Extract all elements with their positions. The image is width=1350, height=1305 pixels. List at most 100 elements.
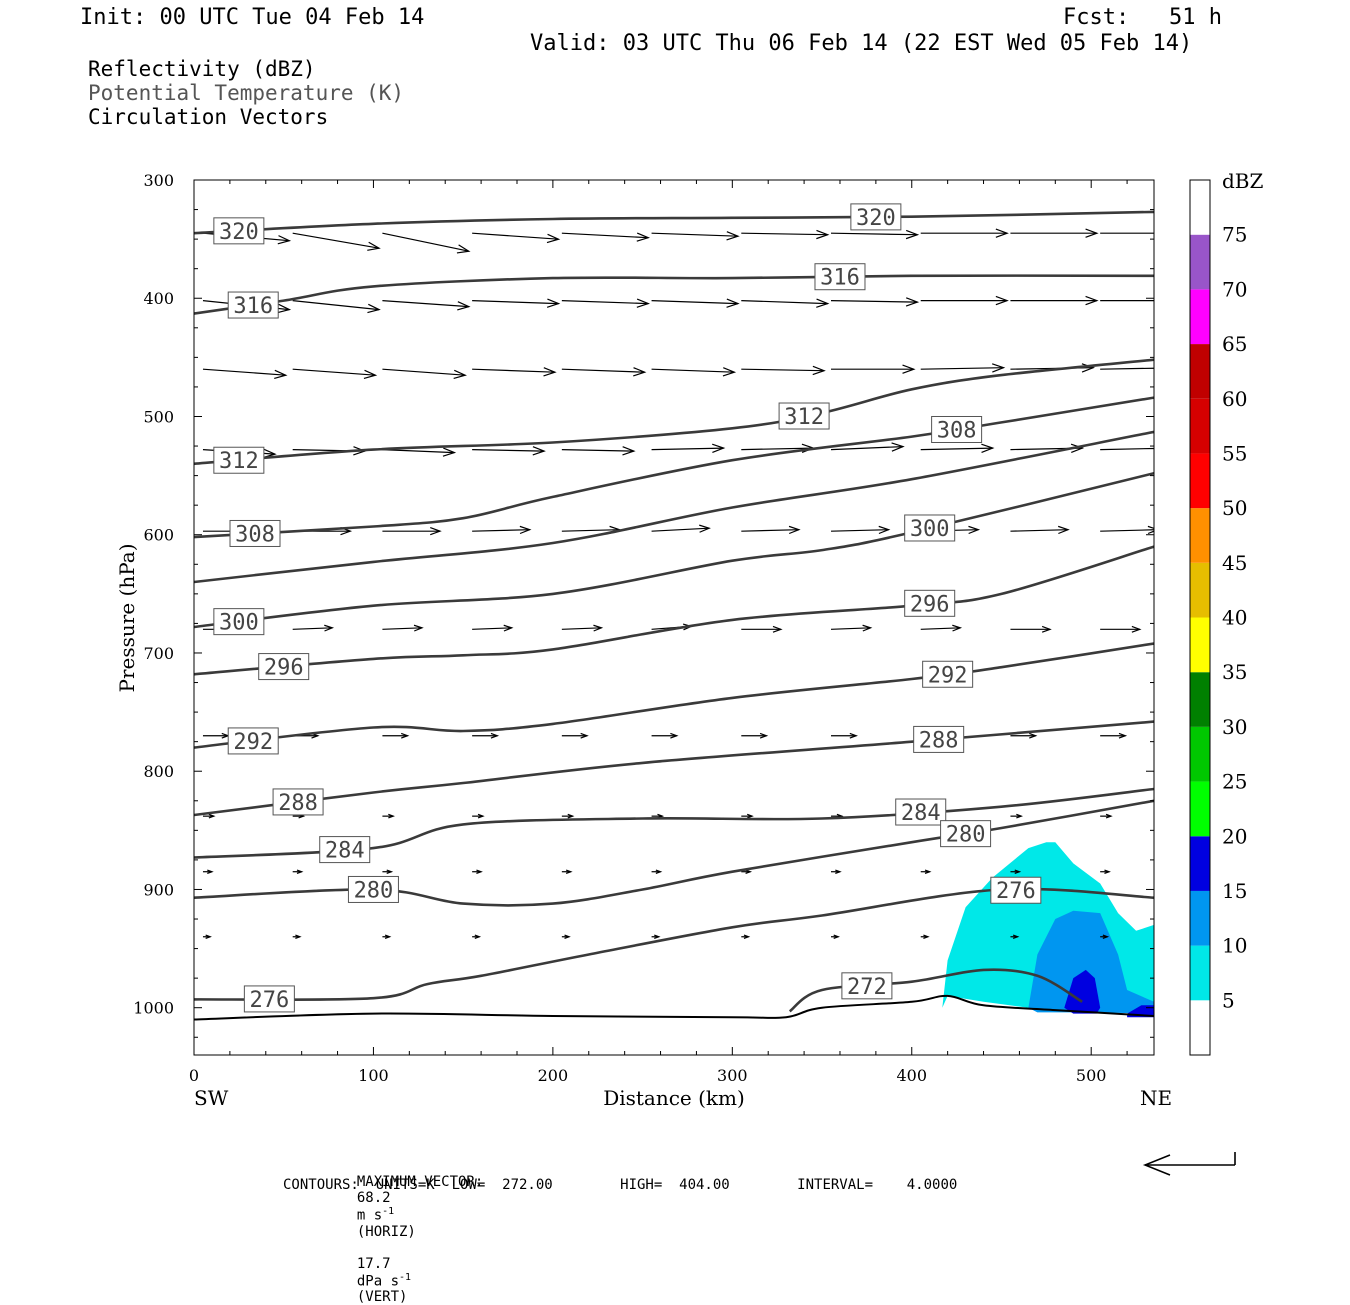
vector-arrow: [382, 869, 394, 875]
vector-arrow: [472, 624, 514, 632]
vector-arrow: [1100, 232, 1154, 234]
contour-label-280: 280: [940, 820, 992, 848]
vector-arrow: [1010, 813, 1023, 819]
svg-text:284: 284: [325, 839, 365, 864]
contour-label-272: 272: [841, 972, 893, 1000]
colorbar-level-label: 30: [1222, 715, 1247, 739]
contour-label-300: 300: [904, 514, 956, 542]
y-tick-label: 1000: [133, 999, 174, 1018]
colorbar-segment: [1190, 344, 1210, 399]
colorbar-frame: [1189, 179, 1211, 1056]
colorbar-segment: [1190, 180, 1210, 235]
vector-arrow: [382, 813, 395, 819]
vector-arrow: [1010, 625, 1052, 633]
max-vector-label: MAXIMUM VECTOR:: [356, 1174, 484, 1190]
theta-contour-296: [194, 545, 1154, 676]
theta-contour-292: [194, 642, 1154, 749]
contour-label-284: 284: [895, 798, 947, 826]
y-tick-label: 900: [143, 880, 174, 899]
contour-label-320: 320: [213, 217, 265, 245]
vector-arrow: [1010, 869, 1022, 875]
x-endpoint-ne: NE: [1140, 1086, 1172, 1110]
theta-contours: [194, 210, 1154, 1021]
contour-label-280: 280: [347, 875, 399, 903]
horiz-tag: (HORIZ): [356, 1223, 416, 1240]
theta-contour-320: [194, 210, 1154, 235]
vector-arrow: [292, 624, 335, 632]
contour-label-288: 288: [913, 725, 965, 753]
svg-text:312: 312: [784, 405, 824, 430]
vector-arrow: [1100, 934, 1110, 939]
vector-arrow: [202, 813, 216, 819]
vector-arrow: [382, 368, 467, 380]
vector-arrow: [1010, 295, 1099, 306]
theta-contour-276: [194, 887, 1154, 1002]
contour-label-296: 296: [258, 653, 310, 681]
contour-label-312: 312: [778, 402, 830, 430]
vector-arrow: [472, 525, 532, 535]
svg-text:320: 320: [219, 220, 259, 245]
vector-arrow: [1100, 625, 1142, 633]
svg-text:308: 308: [937, 418, 977, 443]
svg-text:292: 292: [928, 663, 968, 688]
vector-arrow: [472, 869, 483, 875]
vector-arrow: [920, 624, 963, 632]
theta-contour-316: [194, 274, 1154, 315]
contour-label-300: 300: [213, 608, 265, 636]
vert-tag: (VERT): [356, 1289, 408, 1305]
colorbar-segment: [1190, 617, 1210, 673]
svg-text:296: 296: [910, 592, 950, 617]
colorbar-level-label: 70: [1222, 277, 1247, 301]
vector-arrow: [202, 368, 288, 380]
svg-text:316: 316: [820, 266, 860, 291]
colorbar-segment: [1190, 453, 1210, 509]
contour-label-292: 292: [922, 660, 974, 688]
vector-arrow: [1100, 869, 1111, 875]
colorbar-unit: dBZ: [1222, 169, 1264, 193]
svg-text:272: 272: [847, 975, 887, 1000]
colorbar-segment: [1190, 562, 1210, 618]
svg-text:276: 276: [996, 879, 1036, 904]
vector-arrow: [561, 446, 636, 456]
vector-arrow: [830, 525, 891, 535]
svg-text:320: 320: [856, 206, 896, 231]
vector-arrow: [292, 300, 381, 314]
svg-text:288: 288: [278, 791, 318, 816]
colorbar-level-label: 65: [1222, 332, 1247, 356]
surface-line: [194, 994, 1154, 1021]
vector-arrow: [382, 934, 392, 939]
vector-arrow: [561, 298, 650, 308]
colorbar-segment: [1190, 234, 1210, 290]
colorbar-segment: [1190, 836, 1210, 891]
vector-arrow: [382, 732, 410, 739]
y-tick-label: 800: [143, 762, 174, 781]
vector-arrow: [382, 232, 471, 254]
colorbar-segment: [1190, 1000, 1210, 1055]
vector-arrow: [472, 367, 557, 377]
contour-label-308: 308: [931, 415, 983, 443]
vector-arrow: [651, 298, 740, 308]
vector-arrow: [741, 813, 754, 819]
theta-contour-308: [194, 396, 1154, 539]
theta-contour-300: [194, 471, 1154, 629]
svg-text:276: 276: [249, 988, 289, 1013]
vector-arrow: [472, 232, 561, 244]
contour-label-288: 288: [272, 788, 324, 816]
vector-arrow: [831, 364, 916, 374]
vector-arrow: [1010, 732, 1038, 739]
colorbar-level-label: 55: [1222, 441, 1247, 465]
x-axis-label: Distance (km): [603, 1086, 745, 1110]
vector-arrow: [472, 446, 546, 456]
x-tick-label: 200: [538, 1066, 569, 1085]
colorbar-level-label: 5: [1222, 988, 1235, 1012]
vector-arrow: [1100, 525, 1154, 535]
svg-text:280: 280: [354, 878, 394, 903]
init-time: Init: 00 UTC Tue 04 Feb 14: [80, 5, 425, 30]
svg-text:308: 308: [235, 522, 275, 547]
vector-arrow: [920, 228, 1009, 238]
vector-arrow: [472, 298, 561, 308]
vector-arrow: [741, 934, 751, 939]
vector-arrow: [1010, 525, 1070, 535]
legend-reflectivity: Reflectivity (dBZ): [88, 57, 316, 81]
contour-label-276: 276: [243, 985, 295, 1013]
